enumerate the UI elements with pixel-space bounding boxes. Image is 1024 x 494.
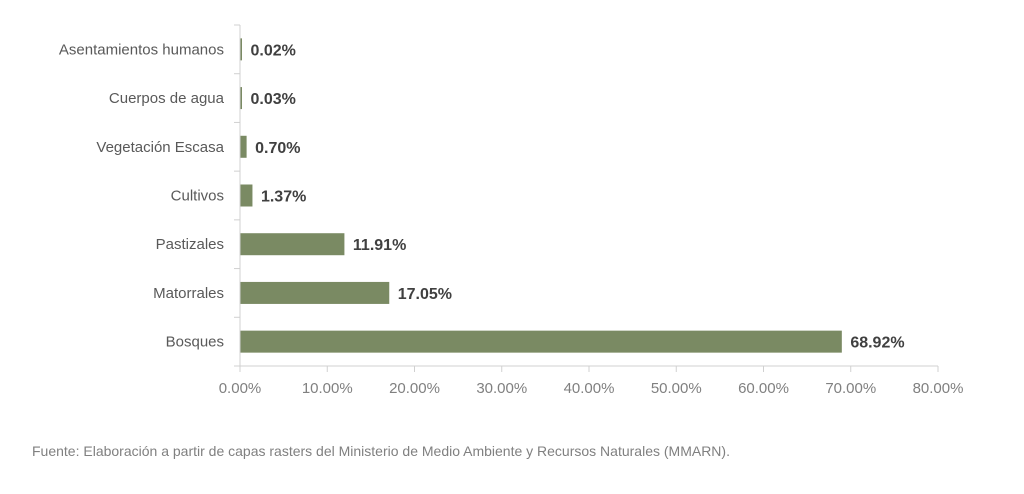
data-label: 1.37% [261,189,306,206]
x-tick-label: 50.00% [651,380,702,397]
data-label: 0.03% [251,91,296,108]
x-tick-label: 60.00% [738,380,789,397]
bar [240,281,390,304]
bar-chart: Asentamientos humanos Cuerpos de agua Vege… [59,24,964,397]
source-note: Fuente: Elaboración a partir de capas ra… [32,443,730,459]
category-label: Cuerpos de agua [109,90,225,107]
data-label: 17.05% [398,286,452,303]
category-label: Pastizales [156,236,224,253]
bar [240,87,242,110]
x-tick-label: 0.00% [219,380,262,397]
bar [240,38,242,61]
x-tick-label: 80.00% [913,380,964,397]
bar [240,135,247,158]
data-label: 11.91% [353,237,406,254]
data-label: 0.02% [251,42,296,59]
x-tick-label: 30.00% [476,380,527,397]
x-tick-label: 70.00% [825,380,876,397]
category-label: Matorrales [153,285,224,302]
data-label: 68.92% [850,335,904,352]
data-label: 0.70% [255,140,300,157]
category-label: Vegetación Escasa [96,139,224,156]
category-label: Asentamientos humanos [59,41,224,58]
x-tick-label: 10.00% [302,380,353,397]
category-label: Cultivos [171,188,224,205]
bar [240,233,345,256]
x-tick-label: 40.00% [564,380,615,397]
bar [240,184,253,207]
x-tick-label: 20.00% [389,380,440,397]
category-label: Bosques [166,334,224,351]
bar [240,330,842,353]
